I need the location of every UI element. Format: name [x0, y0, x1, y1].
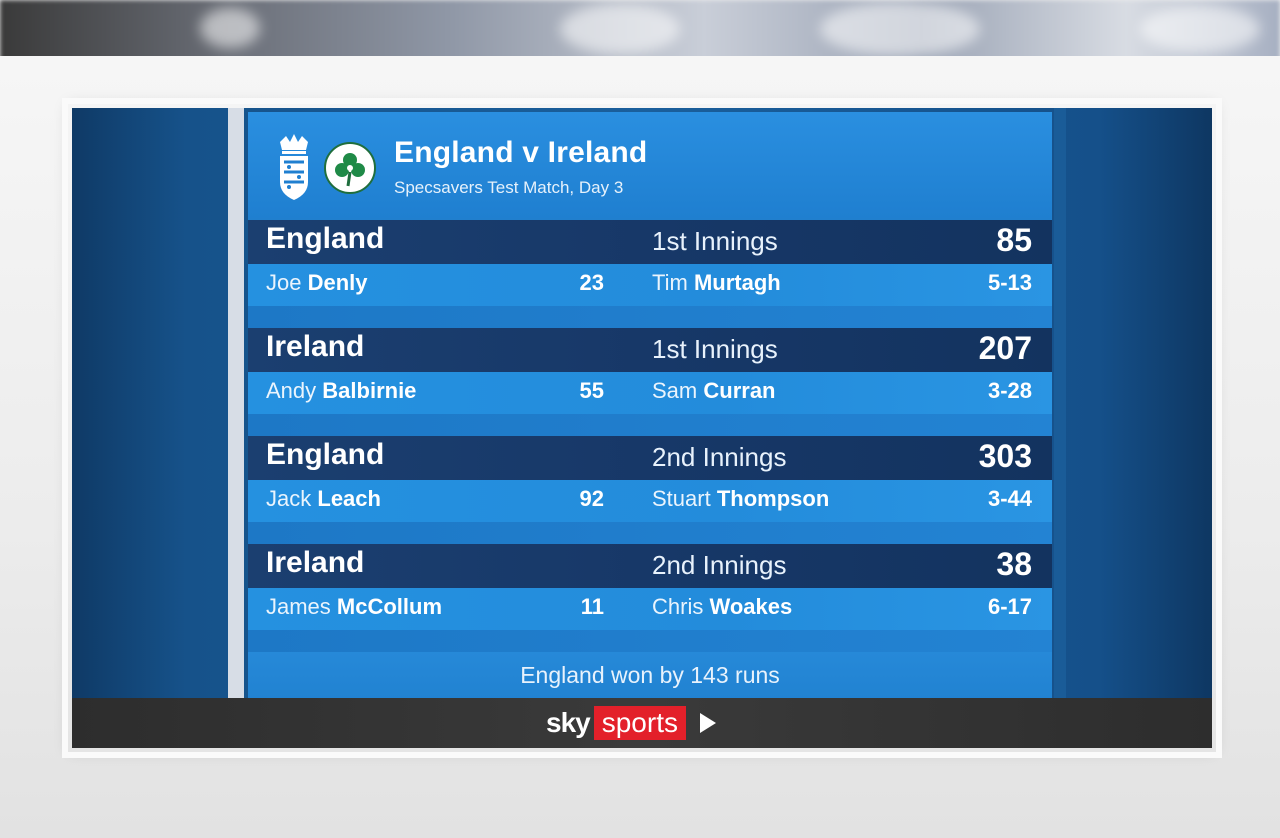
- play-icon: [699, 713, 716, 733]
- innings-block: Ireland 1st Innings 207 Andy Balbirnie 5…: [248, 328, 1052, 436]
- scorecard-header: England v Ireland Specsavers Test Match,…: [248, 112, 1052, 218]
- innings-total: 38: [996, 546, 1032, 582]
- batter-score: 11: [580, 594, 604, 619]
- bowler-figures: 3-28: [987, 378, 1032, 403]
- performer-row: Jack Leach 92 Stuart Thompson 3-44: [248, 480, 1052, 522]
- shamrock-icon: [335, 153, 365, 187]
- innings-label: 1st Innings: [652, 226, 778, 256]
- right-accent-bar: [1054, 108, 1066, 698]
- innings-band: [248, 220, 1052, 264]
- match-subtitle: Specsavers Test Match, Day 3: [394, 178, 624, 197]
- match-title: England v Ireland: [394, 136, 648, 169]
- sky-wordmark: sky: [546, 707, 591, 738]
- innings-band: [248, 328, 1052, 372]
- team-name: England: [266, 222, 385, 255]
- innings-block: England 2nd Innings 303 Jack Leach 92 St…: [248, 436, 1052, 544]
- top-batter: Joe Denly: [266, 270, 368, 295]
- batter-score: 55: [579, 378, 604, 403]
- top-bowler: Chris Woakes: [652, 594, 793, 619]
- innings-total: 207: [978, 330, 1032, 366]
- top-batter: Jack Leach: [266, 486, 381, 511]
- performer-row: James McCollum 11 Chris Woakes 6-17: [248, 588, 1052, 630]
- bowler-figures: 5-13: [987, 270, 1032, 295]
- innings-label: 2nd Innings: [652, 550, 787, 580]
- innings-block: England 1st Innings 85 Joe Denly 23 Tim …: [248, 220, 1052, 328]
- bowler-figures: 3-44: [987, 486, 1032, 511]
- sports-wordmark: sports: [593, 706, 686, 740]
- top-batter: James McCollum: [266, 594, 443, 619]
- top-batter: Andy Balbirnie: [266, 378, 417, 403]
- innings-band: [248, 436, 1052, 480]
- left-accent-bar: [228, 108, 244, 698]
- innings-total: 303: [978, 438, 1032, 474]
- crowd-background: [0, 0, 1280, 62]
- ecb-crest-icon: [280, 134, 308, 200]
- team-name: Ireland: [266, 546, 365, 579]
- top-bowler: Sam Curran: [652, 378, 776, 403]
- bowler-figures: 6-17: [987, 594, 1032, 619]
- sky-sports-logo: sky sports: [546, 706, 716, 740]
- result-bar: England won by 143 runs: [248, 652, 1052, 700]
- broadcaster-footer: sky sports: [72, 698, 1212, 748]
- scorecard-panel: England v Ireland Specsavers Test Match,…: [248, 112, 1052, 700]
- shamrock-cricket-logo: [324, 142, 376, 194]
- batter-score: 23: [579, 270, 604, 295]
- innings-band: [248, 544, 1052, 588]
- team-name: Ireland: [266, 330, 365, 363]
- innings-label: 1st Innings: [652, 334, 778, 364]
- batter-score: 92: [579, 486, 604, 511]
- match-result: England won by 143 runs: [520, 662, 780, 688]
- scoreboard-screen: England v Ireland Specsavers Test Match,…: [72, 108, 1212, 748]
- innings-block: Ireland 2nd Innings 38 James McCollum 11…: [248, 544, 1052, 652]
- team-name: England: [266, 438, 385, 471]
- top-bowler: Tim Murtagh: [652, 270, 781, 295]
- innings-total: 85: [996, 222, 1032, 258]
- performer-row: Joe Denly 23 Tim Murtagh 5-13: [248, 264, 1052, 306]
- innings-label: 2nd Innings: [652, 442, 787, 472]
- top-bowler: Stuart Thompson: [652, 486, 830, 511]
- performer-row: Andy Balbirnie 55 Sam Curran 3-28: [248, 372, 1052, 414]
